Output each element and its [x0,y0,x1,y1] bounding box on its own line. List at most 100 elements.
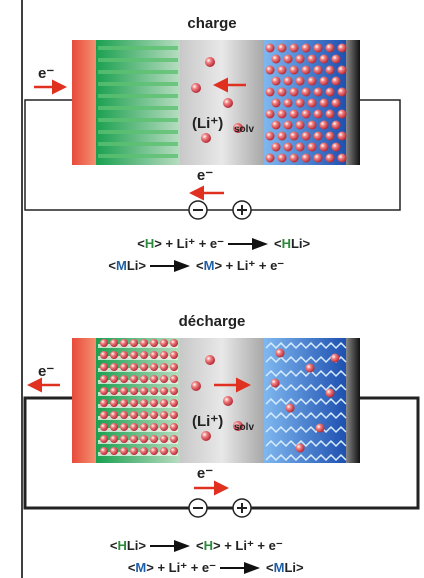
li-ion [170,363,178,371]
li-ion [140,411,148,419]
li-ion [315,423,325,433]
li-ion [120,351,128,359]
anode-layer [98,428,178,432]
li-ion [265,109,275,119]
li-ion [140,351,148,359]
li-ion [140,339,148,347]
ion-label: (Li⁺) [192,115,223,132]
li-ion [313,87,323,97]
equation-right: <M> + Li⁺ + e⁻ [196,258,284,273]
li-ion [160,411,168,419]
title: décharge [179,313,246,330]
anode-layer [98,154,178,158]
li-ion [160,375,168,383]
equation-part: M [116,258,127,273]
li-ion [337,131,347,141]
li-ion [110,387,118,395]
li-ion [130,447,138,455]
li-ion [130,339,138,347]
li-ion [100,411,108,419]
li-ion [301,87,311,97]
equation-left: <H> + Li⁺ + e⁻ [137,236,224,251]
li-ion [110,339,118,347]
li-ion [331,142,341,152]
equation-part: < [128,560,136,575]
equation-part: H [117,538,126,553]
li-ion [331,120,341,130]
li-ion [337,109,347,119]
li-ion [120,387,128,395]
electron-label: e⁻ [38,65,54,82]
li-ion [289,43,299,53]
li-ion [205,57,215,67]
li-ion [170,339,178,347]
title: charge [187,15,236,32]
equation-part: H [204,538,213,553]
li-ion [170,435,178,443]
li-ion [313,131,323,141]
li-ion [289,131,299,141]
equation-part: H [145,236,154,251]
li-ion [140,387,148,395]
li-ion [319,142,329,152]
li-ion [150,339,158,347]
li-ion [271,76,281,86]
li-ion [295,142,305,152]
li-ion [265,87,275,97]
li-ion [150,423,158,431]
li-ion [331,54,341,64]
li-ion [301,131,311,141]
li-ion [120,447,128,455]
li-ion [265,43,275,53]
li-ion [319,120,329,130]
li-ion [289,65,299,75]
li-ion [140,399,148,407]
li-ion [289,87,299,97]
cathode-layer [265,369,347,378]
equation-part: > + Li⁺ + e⁻ [213,538,283,553]
cathode-layer [265,425,347,434]
cathode-layer [265,397,347,406]
anode-layer [98,392,178,396]
li-ion [330,353,340,363]
li-ion [150,351,158,359]
li-ion [130,387,138,395]
anode-layer [98,94,178,98]
li-ion [150,375,158,383]
cathode-layer [265,453,347,462]
anode-layer [98,82,178,86]
li-ion [110,423,118,431]
li-ion [100,387,108,395]
li-ion [201,431,211,441]
li-ion [331,98,341,108]
li-ion [130,423,138,431]
li-ion [223,98,233,108]
equation-part: > + Li⁺ + e⁻ [214,258,284,273]
li-ion [270,378,280,388]
li-ion [100,363,108,371]
electrolyte [180,40,264,165]
equation-left: <M> + Li⁺ + e⁻ [128,560,216,575]
li-ion [313,43,323,53]
anode-layer [98,404,178,408]
anode-layer [98,452,178,456]
li-ion [271,142,281,152]
equation-part: M [135,560,146,575]
li-ion [325,87,335,97]
electron-label: e⁻ [197,465,213,482]
li-ion [170,423,178,431]
anode-layer [98,440,178,444]
electron-label: e⁻ [197,167,213,184]
anode-layer [98,130,178,134]
equation-right: <H> + Li⁺ + e⁻ [196,538,283,553]
anode-layer [98,58,178,62]
li-ion [277,131,287,141]
li-ion [160,399,168,407]
li-ion [283,76,293,86]
li-ion [120,375,128,383]
cathode-layer [265,439,347,448]
li-ion [160,423,168,431]
li-ion [307,76,317,86]
li-ion [295,76,305,86]
anode-layer [98,380,178,384]
